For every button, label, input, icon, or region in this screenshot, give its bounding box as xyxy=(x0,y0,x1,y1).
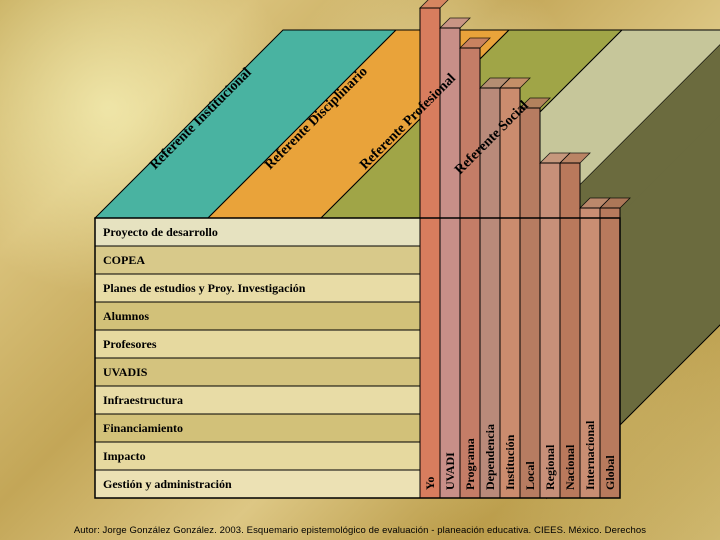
col-label: Internacional xyxy=(583,420,597,490)
col-bar xyxy=(440,28,460,498)
row-label: Profesores xyxy=(103,337,157,351)
col-label: UVADI xyxy=(443,452,457,490)
row-label: Impacto xyxy=(103,449,146,463)
col-bar xyxy=(520,108,540,498)
row-label: Financiamiento xyxy=(103,421,183,435)
col-label: Institución xyxy=(503,434,517,490)
col-label: Global xyxy=(603,455,617,490)
col-label: Regional xyxy=(543,444,557,490)
row-label: Infraestructura xyxy=(103,393,183,407)
row-label: COPEA xyxy=(103,253,145,267)
col-bar xyxy=(600,208,620,498)
col-label: Local xyxy=(523,461,537,490)
col-label: Yo xyxy=(423,477,437,490)
stage: Yo UVADI Programa Dependencia Institución Loc… xyxy=(0,0,720,540)
col-cap xyxy=(420,0,450,8)
row-label: Alumnos xyxy=(103,309,149,323)
row-label: Gestión y administración xyxy=(103,477,232,491)
diagram-svg: Yo UVADI Programa Dependencia Institución Loc… xyxy=(0,0,720,540)
col-label: Dependencia xyxy=(483,424,497,490)
row-label: Proyecto de desarrollo xyxy=(103,225,218,239)
caption: Autor: Jorge González González. 2003. Es… xyxy=(0,525,720,536)
row-label: Planes de estudios y Proy. Investigación xyxy=(103,281,306,295)
col-label: Programa xyxy=(463,438,477,490)
row-label: UVADIS xyxy=(103,365,148,379)
col-label: Nacional xyxy=(563,444,577,490)
col-cap xyxy=(440,18,470,28)
col-bar xyxy=(460,48,480,498)
